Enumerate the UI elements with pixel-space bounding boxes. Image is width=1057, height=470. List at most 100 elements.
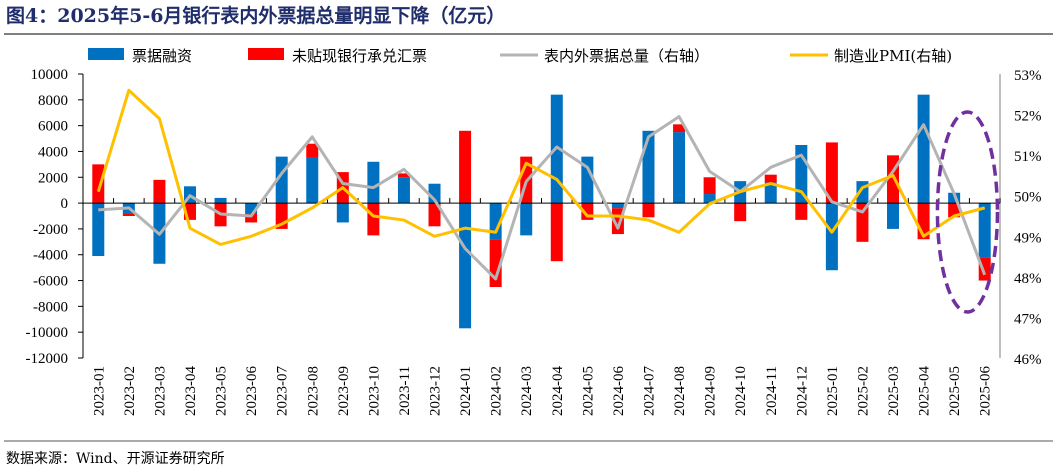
bar-bill-financing xyxy=(825,203,838,271)
bar-undiscounted-acceptance xyxy=(734,203,747,222)
bar-undiscounted-acceptance xyxy=(122,213,135,216)
left-tick-label: -8000 xyxy=(33,299,68,315)
left-tick-label: -2000 xyxy=(33,222,68,238)
x-tick-label: 2025-05 xyxy=(947,366,963,416)
bar-undiscounted-acceptance xyxy=(306,143,319,158)
right-tick-label: 48% xyxy=(1014,271,1042,287)
right-tick-label: 52% xyxy=(1014,109,1042,125)
bar-undiscounted-acceptance xyxy=(428,203,441,227)
plot-area: 10000 8000 6000 4000 2000 0 -2000 -4000 -6000 -80… xyxy=(26,67,1042,416)
x-tick-label: 2025-06 xyxy=(978,366,994,416)
bar-undiscounted-acceptance xyxy=(459,130,472,204)
x-tick-label: 2023-07 xyxy=(275,366,291,416)
bar-bill-financing xyxy=(673,132,686,204)
left-tick-label: 0 xyxy=(61,196,69,212)
x-tick-label: 2025-02 xyxy=(855,366,871,416)
bar-undiscounted-acceptance xyxy=(92,164,105,204)
legend-swatch xyxy=(248,48,284,60)
line-total-bills xyxy=(98,115,987,281)
x-tick-label: 2025-03 xyxy=(886,366,902,416)
line-pmi xyxy=(96,88,986,246)
bar-undiscounted-acceptance xyxy=(764,174,777,183)
bar-undiscounted-acceptance xyxy=(397,173,410,178)
bar-bill-financing xyxy=(520,203,533,236)
left-tick-label: 10000 xyxy=(31,67,69,83)
bar-bill-financing xyxy=(397,177,410,204)
x-tick-label: 2023-09 xyxy=(336,366,352,416)
bar-undiscounted-acceptance xyxy=(153,179,166,204)
bar-bill-financing xyxy=(581,156,594,204)
x-tick-label: 2023-11 xyxy=(397,366,413,415)
chart-title: 图4：2025年5-6月银行表内外票据总量明显下降（亿元） xyxy=(6,4,505,27)
left-tick-label: -12000 xyxy=(26,351,69,367)
legend-swatch xyxy=(88,48,124,60)
x-tick-label: 2024-04 xyxy=(550,366,566,416)
right-tick-label: 50% xyxy=(1014,190,1042,206)
x-tick-label: 2024-07 xyxy=(641,366,657,416)
bar-bill-financing xyxy=(214,197,227,204)
legend-label: 表内外票据总量（右轴） xyxy=(544,47,709,65)
bar-bill-financing xyxy=(978,203,991,258)
x-tick-label: 2023-12 xyxy=(428,366,444,416)
bar-bill-financing xyxy=(764,182,777,204)
left-tick-label: 6000 xyxy=(38,119,68,135)
x-tick-label: 2024-03 xyxy=(519,366,535,416)
bar-undiscounted-acceptance xyxy=(642,203,655,218)
x-tick-label: 2024-10 xyxy=(733,366,749,416)
bar-bill-financing xyxy=(336,203,349,223)
x-tick-label: 2024-08 xyxy=(672,366,688,416)
right-tick-label: 53% xyxy=(1014,68,1042,84)
bar-undiscounted-acceptance xyxy=(856,203,869,242)
bar-bill-financing xyxy=(367,161,380,204)
left-tick-label: -10000 xyxy=(26,325,69,341)
x-tick-label: 2023-02 xyxy=(122,366,138,416)
x-tick-label: 2024-12 xyxy=(794,366,810,416)
bar-bill-financing xyxy=(917,94,930,204)
x-tick-label: 2023-01 xyxy=(91,366,107,416)
bar-undiscounted-acceptance xyxy=(703,177,716,195)
left-tick-label: 2000 xyxy=(38,170,68,186)
bar-undiscounted-acceptance xyxy=(673,124,686,133)
bar-bill-financing xyxy=(459,203,472,329)
bar-bill-financing xyxy=(703,194,716,204)
x-tick-label: 2024-02 xyxy=(489,366,505,416)
x-tick-label: 2024-01 xyxy=(458,366,474,416)
x-tick-label: 2023-03 xyxy=(152,366,168,416)
x-tick-label: 2023-10 xyxy=(366,366,382,416)
legend-label: 票据融资 xyxy=(132,47,192,65)
left-tick-label: 8000 xyxy=(38,93,68,109)
bar-undiscounted-acceptance xyxy=(825,142,838,204)
bar-undiscounted-acceptance xyxy=(367,203,380,236)
left-tick-label: 4000 xyxy=(38,144,68,160)
x-tick-label: 2023-08 xyxy=(305,366,321,416)
legend: 票据融资 未贴现银行承兑汇票 表内外票据总量（右轴） 制造业PMI(右轴) xyxy=(88,47,952,65)
x-tick-label: 2023-04 xyxy=(183,366,199,416)
right-tick-label: 49% xyxy=(1014,230,1042,246)
right-tick-label: 47% xyxy=(1014,311,1042,327)
x-tick-label: 2024-09 xyxy=(703,366,719,416)
bar-undiscounted-acceptance xyxy=(550,203,563,262)
x-tick-label: 2024-06 xyxy=(611,366,627,416)
x-tick-label: 2025-04 xyxy=(917,366,933,416)
left-tick-label: -6000 xyxy=(33,274,68,290)
legend-label: 制造业PMI(右轴) xyxy=(834,47,952,65)
x-tick-label: 2024-11 xyxy=(764,366,780,415)
bar-bill-financing xyxy=(887,203,900,229)
bar-bill-financing xyxy=(92,203,105,257)
bar-bill-financing xyxy=(245,203,258,214)
bar-bill-financing xyxy=(489,203,502,240)
x-tick-label: 2023-05 xyxy=(214,366,230,416)
x-tick-label: 2025-01 xyxy=(825,366,841,416)
x-tick-label: 2023-06 xyxy=(244,366,260,416)
bar-bill-financing xyxy=(306,157,319,204)
highlight-ellipse xyxy=(935,110,1000,314)
bar-undiscounted-acceptance xyxy=(245,213,258,223)
bar-bill-financing xyxy=(611,203,624,209)
legend-label: 未贴现银行承兑汇票 xyxy=(292,47,427,65)
x-tick-label: 2024-05 xyxy=(580,366,596,416)
bar-undiscounted-acceptance xyxy=(795,203,808,220)
bar-bill-financing xyxy=(642,130,655,204)
right-tick-label: 51% xyxy=(1014,149,1042,165)
